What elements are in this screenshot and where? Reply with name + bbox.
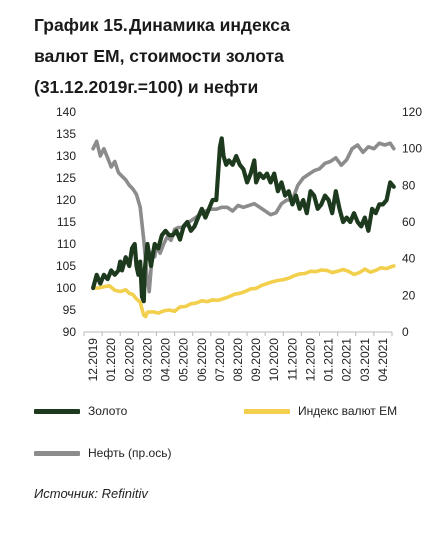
x-tick-label: 06.2020 — [195, 338, 209, 382]
chart-number: График 15. — [34, 15, 128, 35]
x-tick-label: 02.2020 — [122, 338, 136, 382]
y-left-tick-label: 125 — [56, 171, 76, 185]
title-line-1: График 15.Динамика индекса — [34, 10, 434, 41]
y-right-tick-label: 20 — [402, 288, 416, 302]
y-left-tick-label: 130 — [56, 149, 76, 163]
y-right-tick-label: 120 — [402, 105, 422, 119]
y-right-tick-label: 100 — [402, 142, 422, 156]
y-right-tick-label: 60 — [402, 215, 416, 229]
x-tick-label: 05.2020 — [177, 338, 191, 382]
x-tick-label: 02.2021 — [340, 338, 354, 382]
legend-label-em: Индекс валют ЕМ — [298, 404, 398, 418]
legend-label-oil: Нефть (пр.ось) — [88, 446, 172, 460]
legend-item-oil: Нефть (пр.ось) — [34, 446, 171, 460]
x-tick-label: 04.2020 — [159, 338, 173, 382]
y-left-tick-label: 105 — [56, 259, 76, 273]
x-tick-label: 12.2020 — [303, 338, 317, 382]
y-right-tick-label: 80 — [402, 178, 416, 192]
series-em-line — [91, 264, 396, 319]
title-text-1: Динамика индекса — [129, 15, 290, 35]
x-tick-label: 09.2020 — [249, 338, 263, 382]
y-left-tick-label: 100 — [56, 281, 76, 295]
legend-swatch-oil — [34, 450, 80, 456]
y-left-tick-label: 95 — [63, 303, 77, 317]
y-left-tick-label: 140 — [56, 105, 76, 119]
legend-swatch-gold — [34, 408, 80, 414]
x-tick-label: 04.2021 — [376, 338, 390, 382]
line-chart: 90 95 100 105 110 115 120 125 130 135 140 0 20 40 60 80… — [56, 105, 422, 381]
legend-item-em: Индекс валют ЕМ — [244, 404, 397, 418]
chart-title: График 15.Динамика индекса валют ЕМ, сто… — [34, 10, 434, 103]
series-oil-line — [91, 139, 396, 294]
legend-swatch-em — [244, 408, 290, 414]
y-left-tick-label: 115 — [57, 215, 76, 229]
x-tick-label: 03.2020 — [140, 338, 154, 382]
title-line-2: валют ЕМ, стоимости золота — [34, 46, 284, 66]
x-tick-label: 01.2021 — [322, 338, 336, 382]
legend-label-gold: Золото — [88, 404, 128, 418]
y-right-tick-label: 0 — [402, 325, 409, 339]
x-tick-label: 08.2020 — [231, 338, 245, 382]
y-left-tick-label: 110 — [57, 237, 76, 251]
x-tick-label: 12.2019 — [86, 338, 100, 382]
x-tick-label: 11.2020 — [285, 338, 299, 381]
title-line-3: (31.12.2019г.=100) и нефти — [34, 77, 259, 97]
y-left-tick-label: 90 — [63, 325, 77, 339]
x-tick-label: 03.2021 — [358, 338, 372, 382]
y-left-tick-label: 120 — [56, 193, 76, 207]
source-note: Источник: Refinitiv — [34, 486, 148, 501]
y-right-tick-label: 40 — [402, 252, 416, 266]
y-left-tick-label: 135 — [56, 127, 76, 141]
series-gold-line — [90, 136, 396, 304]
chart-axes: 90 95 100 105 110 115 120 125 130 135 140 0 20 40 60 80… — [56, 105, 422, 381]
x-tick-label: 01.2020 — [104, 338, 118, 382]
x-tick-label: 10.2020 — [267, 338, 281, 382]
chart-series — [90, 136, 396, 319]
x-tick-label: 07.2020 — [213, 338, 227, 382]
legend-item-gold: Золото — [34, 404, 127, 418]
